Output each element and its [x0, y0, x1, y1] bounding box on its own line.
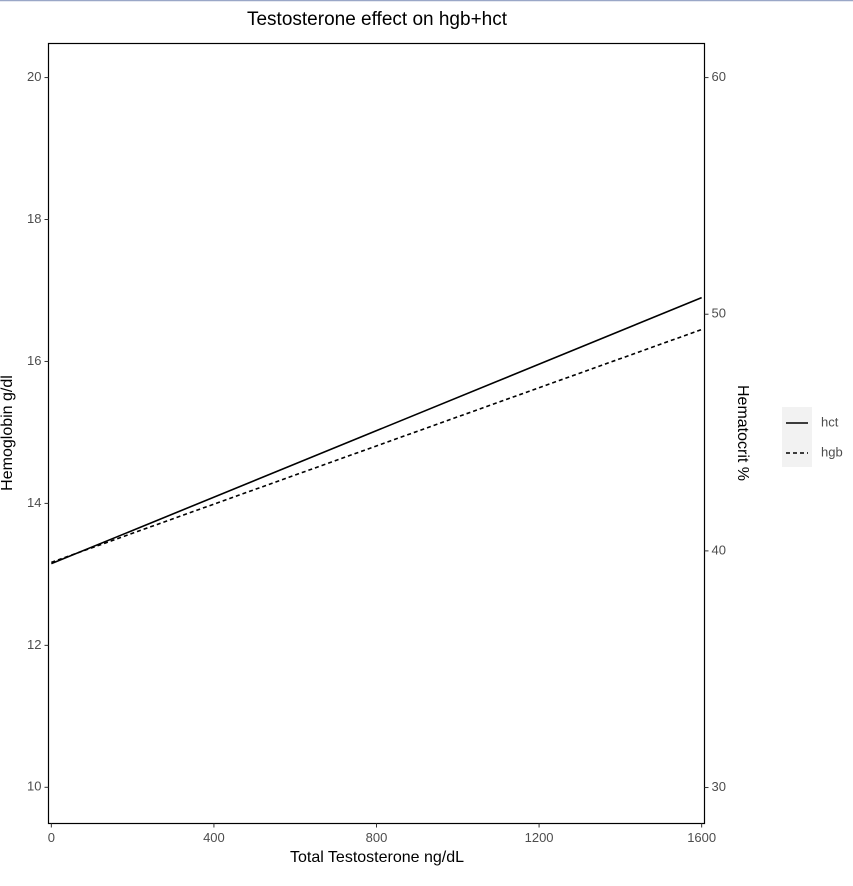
y2-tick-label: 40	[712, 542, 726, 557]
y-axis-label: Hemoglobin g/dl	[0, 375, 16, 491]
legend-label: hgb	[821, 444, 843, 459]
x-axis-label: Total Testosterone ng/dL	[290, 849, 464, 866]
x-tick-label: 1200	[525, 830, 554, 845]
y-tick-label: 12	[27, 637, 41, 652]
y2-axis-label: Hematocrit %	[734, 385, 751, 481]
y-tick-label: 20	[27, 69, 41, 84]
y2-tick-label: 30	[712, 779, 726, 794]
y-tick-label: 14	[27, 495, 41, 510]
x-tick-label: 1600	[687, 830, 716, 845]
chart-title: Testosterone effect on hgb+hct	[247, 9, 508, 30]
line-series	[51, 328, 702, 564]
x-tick-label: 800	[366, 830, 388, 845]
y2-tick-label: 60	[712, 69, 726, 84]
legend-key-background	[782, 407, 812, 467]
y-tick-label: 16	[27, 353, 41, 368]
legend-label: hct	[821, 414, 839, 429]
x-tick-label: 0	[48, 830, 55, 845]
line-series	[51, 296, 702, 565]
x-tick-label: 400	[203, 830, 225, 845]
y-tick-label: 10	[27, 779, 41, 794]
plot-panel	[47, 42, 706, 825]
y2-tick-label: 50	[712, 306, 726, 321]
y-tick-label: 18	[27, 211, 41, 226]
